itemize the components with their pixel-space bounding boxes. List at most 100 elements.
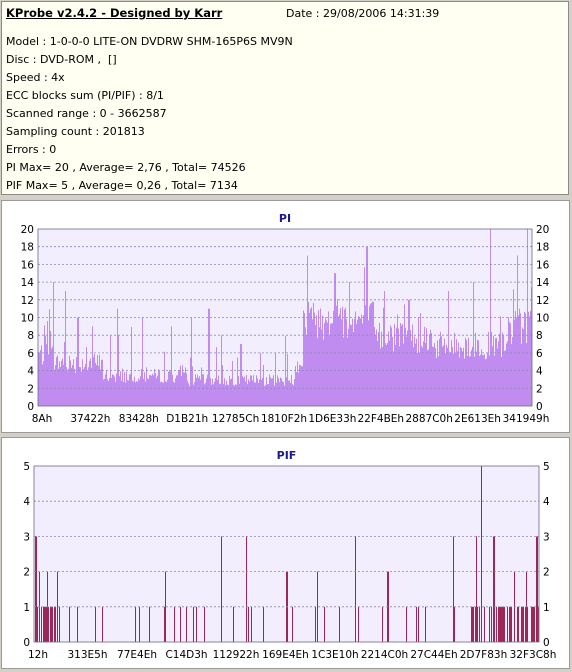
bar [525, 313, 526, 406]
bar [291, 375, 292, 406]
bar [147, 378, 148, 406]
bar [502, 606, 503, 642]
bar [174, 382, 175, 406]
y-tick-label-left: 3 [23, 531, 30, 543]
bar [53, 282, 54, 406]
bar [479, 606, 480, 642]
x-tick-label: 1810F2h [261, 413, 307, 425]
bar [184, 372, 185, 406]
bar [165, 381, 166, 406]
bar [69, 606, 70, 642]
bar [74, 368, 75, 406]
x-tick-label: C14D3h [165, 649, 207, 661]
bar [66, 366, 67, 406]
bar [494, 355, 495, 406]
bar [432, 346, 433, 406]
bar [527, 606, 528, 642]
bar [68, 368, 69, 406]
x-tick-label: 83428h [119, 413, 159, 425]
bar [447, 347, 448, 406]
bar [381, 331, 382, 406]
bar [516, 317, 517, 406]
bar [506, 343, 507, 406]
bar [302, 366, 303, 406]
bar [422, 347, 423, 406]
bar [80, 367, 81, 406]
bar [407, 330, 408, 406]
bar [369, 306, 370, 406]
bar [473, 606, 474, 642]
bar [158, 369, 159, 406]
x-tick-label: 2D7F83h [460, 649, 508, 661]
bar [81, 371, 82, 406]
bar [497, 348, 498, 406]
bar [252, 380, 253, 406]
bar [458, 342, 459, 406]
bar [479, 355, 480, 406]
bar [55, 365, 56, 406]
bar [225, 385, 226, 406]
bar [364, 267, 365, 406]
bar [217, 379, 218, 406]
bar [190, 357, 191, 406]
bar [243, 378, 244, 406]
bar [501, 606, 502, 642]
bar [221, 536, 222, 642]
bar [356, 323, 357, 406]
bar [534, 606, 535, 642]
bar [357, 319, 358, 406]
bar [111, 377, 112, 406]
bar [360, 318, 361, 406]
bar [309, 312, 310, 406]
bar [92, 326, 93, 406]
bar [353, 332, 354, 406]
bar [509, 322, 510, 406]
bar [46, 344, 47, 406]
x-tick-label: 2887C0h [406, 413, 453, 425]
bar [348, 328, 349, 406]
bar [441, 336, 442, 406]
bar [340, 308, 341, 406]
bar [374, 327, 375, 406]
bar [424, 326, 425, 406]
bar [214, 381, 215, 406]
bar [476, 536, 477, 642]
bar [241, 344, 242, 406]
bar [317, 571, 318, 642]
bar [187, 380, 188, 406]
bar [426, 328, 427, 406]
bar [312, 319, 313, 406]
bar [489, 355, 490, 406]
bar [319, 327, 320, 406]
bar [452, 347, 453, 406]
bar [82, 359, 83, 406]
bar [77, 606, 78, 642]
bar [428, 349, 429, 406]
bar [525, 606, 526, 642]
bar [489, 606, 490, 642]
bar [334, 273, 335, 406]
bar [514, 319, 515, 406]
bar [95, 362, 96, 406]
bar [482, 354, 483, 406]
bar [362, 323, 363, 406]
bar [355, 536, 356, 642]
bar [269, 374, 270, 406]
y-tick-label-left: 4 [23, 496, 30, 508]
bar [484, 606, 485, 642]
bar [301, 366, 302, 406]
bar [496, 338, 497, 406]
bar [314, 312, 315, 406]
bar [488, 331, 489, 406]
bar [339, 314, 340, 406]
bar [43, 606, 44, 642]
bar [456, 339, 457, 406]
bar [299, 364, 300, 406]
bar [148, 379, 149, 406]
bar [335, 273, 336, 406]
bar [404, 304, 405, 406]
bar [400, 323, 401, 406]
bar [409, 299, 410, 406]
bar [413, 347, 414, 406]
bar [354, 318, 355, 406]
